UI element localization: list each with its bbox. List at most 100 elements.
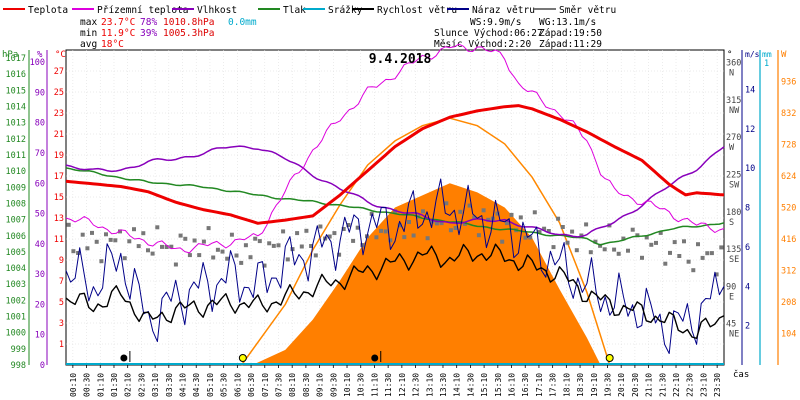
c-tick-label: 27 bbox=[54, 67, 64, 77]
wind-direction-mark bbox=[136, 244, 141, 249]
wind-direction-mark bbox=[150, 251, 155, 256]
info-ws: WS:9.9m/s bbox=[470, 17, 521, 28]
time-tick-label: 09:30 bbox=[329, 373, 338, 397]
time-tick-label: 22:10 bbox=[672, 373, 681, 397]
wind-direction-mark bbox=[183, 236, 188, 241]
dir-tick-name: NW bbox=[729, 106, 740, 116]
c-tick-label: 21 bbox=[54, 130, 64, 140]
ms-tick-label: 4 bbox=[745, 282, 750, 292]
dir-tick-label: 270 bbox=[726, 133, 741, 143]
time-tick-label: 07:10 bbox=[261, 373, 270, 397]
dir-tick-name: SW bbox=[729, 180, 740, 190]
ms-tick-label: 12 bbox=[745, 125, 755, 135]
wind-direction-mark bbox=[276, 243, 281, 248]
moon-event-icon bbox=[371, 354, 379, 362]
wind-direction-mark bbox=[402, 235, 407, 240]
x-axis-label: čas bbox=[733, 369, 749, 380]
stats-press: 1005.3hPa bbox=[163, 28, 214, 39]
wind-direction-mark bbox=[304, 228, 309, 233]
wind-direction-mark bbox=[201, 239, 206, 244]
info-moon: Měsíc Východ:2:20 bbox=[434, 39, 532, 50]
wind-direction-mark bbox=[351, 238, 356, 243]
info-moon-set: Západ:11:29 bbox=[539, 39, 602, 50]
wind-direction-mark bbox=[640, 255, 644, 260]
wind-direction-mark bbox=[192, 238, 197, 243]
hpa-tick-label: 1015 bbox=[6, 86, 26, 96]
wind-direction-mark bbox=[537, 230, 542, 235]
wind-direction-mark bbox=[160, 244, 164, 249]
wind-direction-mark bbox=[313, 253, 318, 258]
wind-direction-mark bbox=[481, 208, 486, 213]
wind-direction-mark bbox=[532, 210, 537, 215]
wind-direction-mark bbox=[691, 268, 696, 273]
wind-direction-mark bbox=[663, 261, 668, 266]
time-tick-label: 15:10 bbox=[480, 373, 489, 397]
time-tick-label: 11:10 bbox=[370, 373, 379, 397]
wind-direction-mark bbox=[458, 209, 463, 214]
wind-direction-mark bbox=[407, 220, 411, 224]
time-tick-label: 16:30 bbox=[521, 373, 530, 397]
hpa-tick-label: 1004 bbox=[6, 264, 26, 274]
time-tick-label: 21:30 bbox=[658, 373, 667, 397]
wind-speed-line bbox=[65, 243, 725, 339]
wind-direction-mark bbox=[476, 233, 481, 238]
time-tick-label: 17:10 bbox=[535, 373, 544, 397]
wind-direction-mark bbox=[556, 216, 561, 221]
stats-temp: 18°C bbox=[101, 39, 124, 50]
time-tick-label: 09:10 bbox=[316, 373, 325, 397]
wind-direction-mark bbox=[299, 244, 304, 249]
wind-direction-mark bbox=[584, 222, 589, 227]
wind-direction-mark bbox=[379, 228, 383, 233]
wind-direction-mark bbox=[719, 245, 724, 250]
wind-direction-mark bbox=[593, 239, 598, 244]
c-tick-label: 7 bbox=[59, 277, 64, 287]
time-tick-label: 13:10 bbox=[425, 373, 434, 397]
legend-label: Srážky bbox=[328, 5, 363, 16]
info-wg: WG:13.1m/s bbox=[539, 17, 596, 28]
wind-direction-mark bbox=[654, 240, 658, 245]
pct-tick-label: 0 bbox=[40, 361, 45, 371]
c-tick-label: 23 bbox=[54, 109, 64, 119]
time-tick-label: 07:30 bbox=[274, 373, 283, 397]
wind-direction-mark bbox=[187, 253, 192, 258]
dir-tick-name: W bbox=[729, 143, 735, 153]
pct-tick-label: 30 bbox=[35, 270, 45, 280]
wind-direction-mark bbox=[388, 238, 393, 243]
dir-tick-name: E bbox=[729, 292, 734, 302]
wind-direction-mark bbox=[682, 239, 686, 244]
temperature-line bbox=[65, 104, 725, 225]
time-tick-label: 12:10 bbox=[398, 373, 407, 397]
wind-direction-mark bbox=[178, 233, 183, 238]
w-tick-label: 832 bbox=[781, 109, 796, 119]
wind-direction-mark bbox=[225, 256, 230, 261]
wind-direction-mark bbox=[66, 222, 71, 227]
wind-direction-mark bbox=[668, 250, 672, 255]
wind-direction-mark bbox=[332, 231, 337, 236]
time-tick-label: 10:10 bbox=[343, 373, 352, 397]
wind-direction-mark bbox=[248, 255, 253, 260]
wind-direction-mark bbox=[574, 248, 579, 253]
wind-direction-mark bbox=[262, 263, 267, 268]
w-tick-label: 416 bbox=[781, 235, 796, 245]
dir-tick-name: SE bbox=[729, 255, 739, 265]
wind-direction-mark bbox=[714, 272, 719, 277]
dir-tick-label: 360 bbox=[726, 59, 741, 69]
hpa-tick-label: 1012 bbox=[6, 135, 26, 145]
wind-direction-mark bbox=[243, 243, 248, 248]
w-tick-label: 104 bbox=[781, 330, 796, 340]
pct-tick-label: 90 bbox=[35, 88, 45, 98]
w-tick-label: 312 bbox=[781, 267, 796, 277]
wind-direction-mark bbox=[644, 235, 649, 240]
c-tick-label: 9 bbox=[59, 256, 64, 266]
wind-direction-mark bbox=[239, 260, 244, 265]
dir-tick-label: 315 bbox=[726, 96, 741, 106]
time-tick-label: 00:10 bbox=[69, 373, 78, 397]
w-tick-label: 208 bbox=[781, 298, 796, 308]
hpa-tick-label: 1011 bbox=[6, 151, 26, 161]
time-tick-label: 20:30 bbox=[631, 373, 640, 397]
wind-direction-mark bbox=[132, 227, 136, 232]
pct-tick-label: 70 bbox=[35, 149, 45, 159]
pressure-line bbox=[65, 167, 725, 246]
